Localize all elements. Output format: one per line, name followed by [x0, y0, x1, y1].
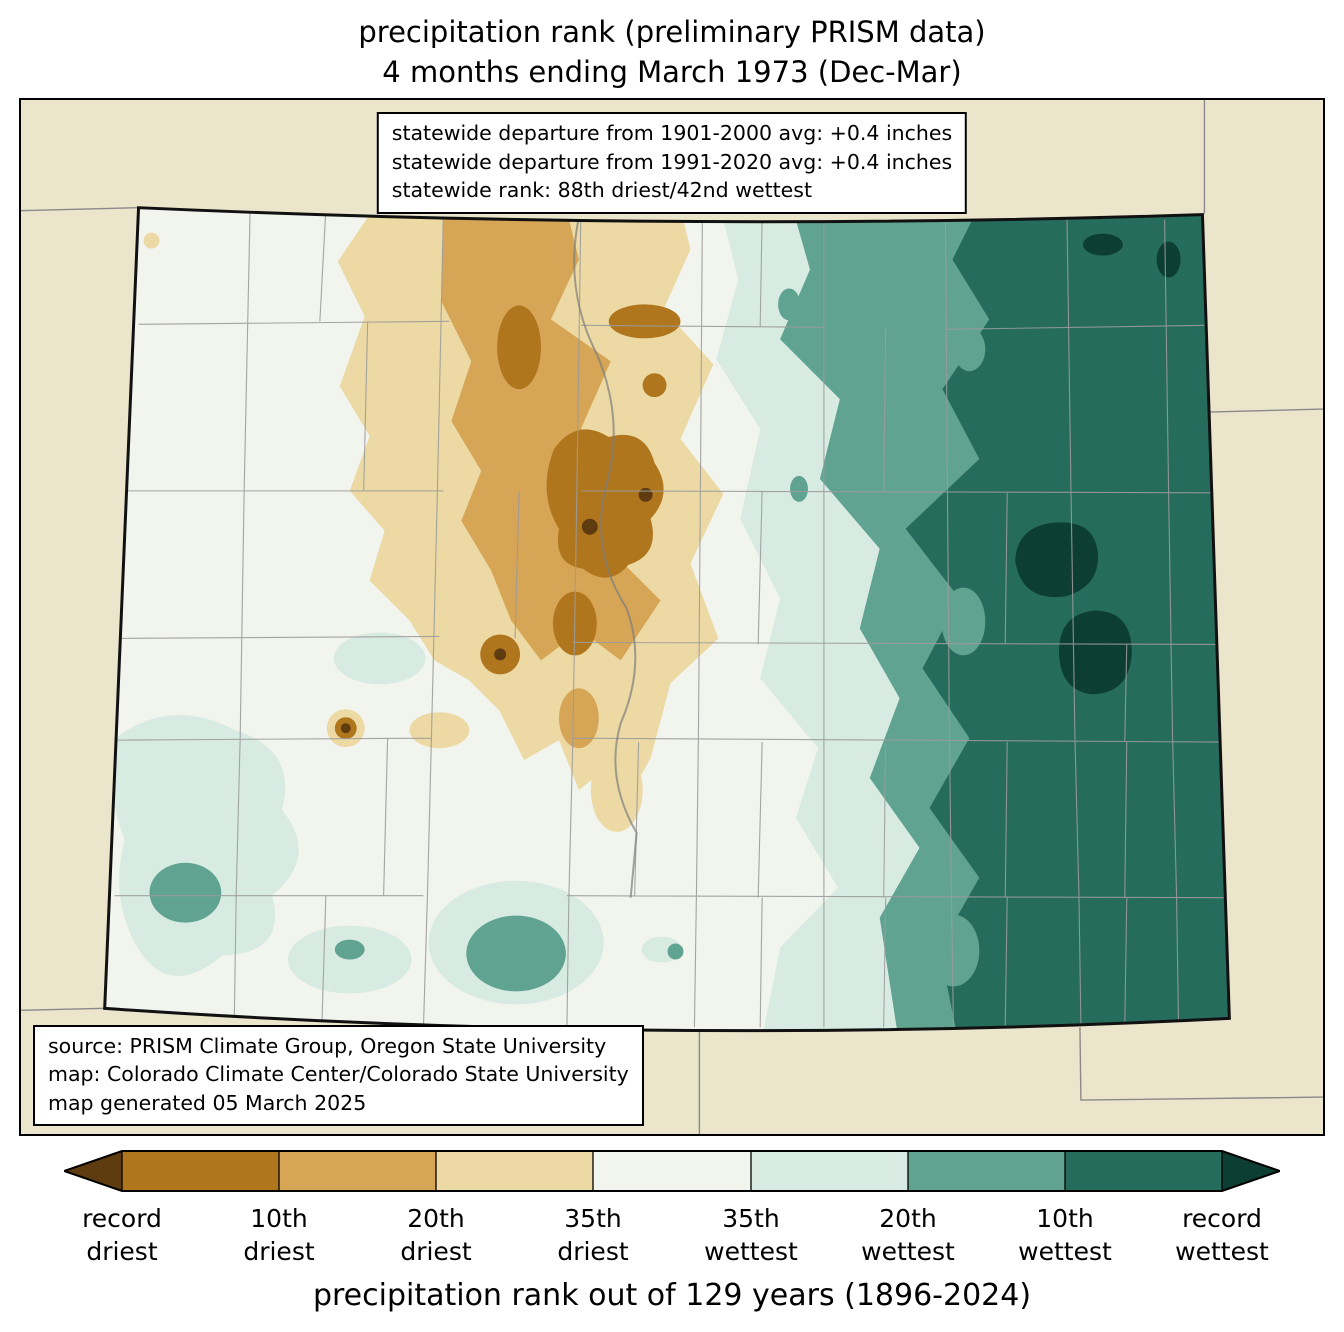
stats-line3: statewide rank: 88th driest/42nd wettest — [391, 178, 812, 202]
legend-caption: precipitation rank out of 129 years (189… — [312, 1278, 1032, 1313]
colorbar-outline — [64, 1150, 1280, 1192]
colorbar-seg-10th-wettest — [1065, 1151, 1222, 1191]
legend-tick-labels: record driest 10th driest 20th driest 35… — [64, 1202, 1280, 1272]
stats-box: statewide departure from 1901-2000 avg: … — [376, 112, 968, 214]
legend-label-35th-driest: 35th driest — [557, 1204, 629, 1266]
record-wettest-blobs — [1015, 233, 1181, 695]
wet-20th-patches-east — [778, 288, 986, 987]
state-interior — [104, 207, 1230, 1031]
legend-label-20th-wettest: 20th wettest — [861, 1204, 955, 1266]
colorbar-seg-near-normal — [593, 1151, 751, 1191]
legend-label-20th-driest: 20th driest — [400, 1204, 472, 1266]
source-line2: map: Colorado Climate Center/Colorado St… — [48, 1062, 629, 1086]
title-line1: precipitation rank (preliminary PRISM da… — [358, 15, 986, 49]
colorado-precipitation-map — [21, 100, 1323, 1134]
legend-label-record-wettest: record wettest — [1175, 1204, 1269, 1266]
legend-label-10th-wettest: 10th wettest — [1018, 1204, 1112, 1266]
legend: record driest 10th driest 20th driest 35… — [64, 1148, 1280, 1272]
stats-line2: statewide departure from 1991-2020 avg: … — [391, 149, 953, 174]
colorbar-seg-35th-wettest — [751, 1151, 908, 1191]
wet-20th-patches-west — [149, 862, 684, 992]
legend-colorbar — [64, 1150, 1280, 1192]
source-box: source: PRISM Climate Group, Oregon Stat… — [33, 1024, 644, 1126]
colorbar-seg-20th-wettest — [908, 1151, 1065, 1191]
figure-title: precipitation rank (preliminary PRISM da… — [0, 0, 1344, 92]
dry-region-10th — [334, 304, 681, 740]
map-canvas: statewide departure from 1901-2000 avg: … — [19, 98, 1325, 1136]
colorbar-seg-10th-driest — [122, 1151, 279, 1191]
legend-label-record-driest: record driest — [82, 1204, 162, 1266]
colorbar-seg-35th-driest — [436, 1151, 593, 1191]
colorbar-left-arrow — [64, 1151, 122, 1191]
colorbar-right-arrow — [1222, 1151, 1280, 1191]
source-line3: map generated 05 March 2025 — [48, 1090, 367, 1115]
colorbar-tick-dividers — [121, 1151, 1223, 1191]
neighbor-state-borders — [21, 100, 1323, 1134]
title-line2: 4 months ending March 1973 (Dec-Mar) — [382, 55, 962, 89]
legend-label-35th-wettest: 35th wettest — [704, 1204, 798, 1266]
stats-line1: statewide departure from 1901-2000 avg: … — [391, 121, 953, 145]
colorbar-seg-20th-driest — [279, 1151, 436, 1191]
legend-label-10th-driest: 10th driest — [243, 1204, 315, 1266]
basin-divide-line — [573, 217, 638, 898]
county-borders — [104, 209, 1230, 1028]
source-line1: source: PRISM Climate Group, Oregon Stat… — [48, 1033, 607, 1058]
